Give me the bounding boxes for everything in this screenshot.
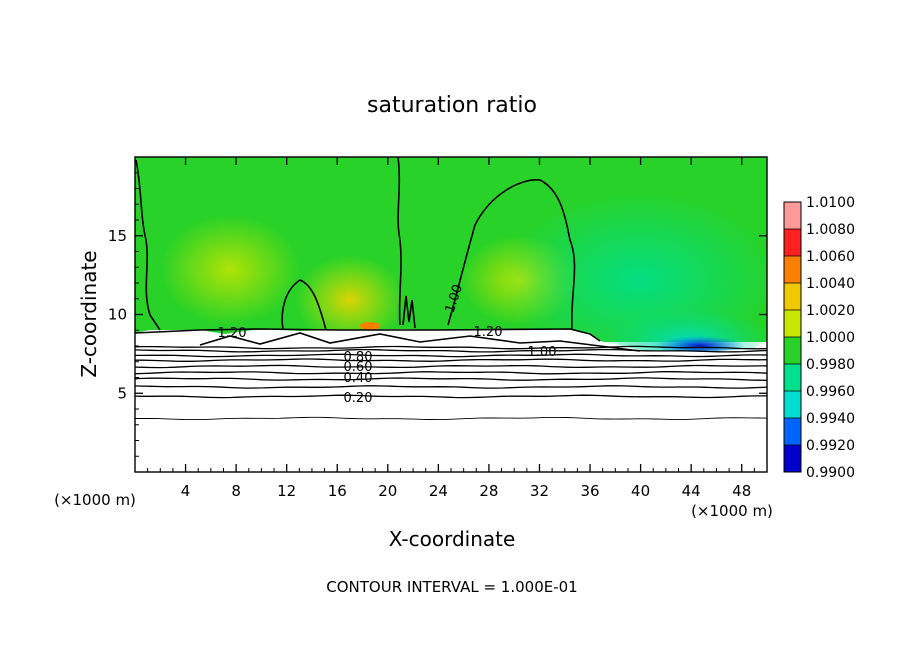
colorbar-swatch	[784, 391, 801, 418]
unsaturated-region	[135, 329, 767, 472]
contour-line	[135, 364, 767, 369]
y-tick-label: 5	[117, 384, 127, 402]
x-tick-label: 36	[580, 482, 599, 500]
colorbar-swatch	[784, 337, 801, 364]
colorbar-swatch	[784, 283, 801, 310]
colorbar-label: 0.9920	[806, 438, 855, 454]
contour-line	[281, 279, 327, 331]
colorbar-label: 0.9900	[806, 465, 855, 481]
contour-line	[135, 377, 767, 381]
peak-patch	[360, 322, 380, 330]
contour-label: 1.20	[218, 326, 247, 341]
y-tick-label: 10	[108, 306, 127, 324]
contour-line	[199, 332, 641, 352]
y-tick-label: 15	[108, 227, 127, 245]
colorbar-label: 0.9960	[806, 384, 855, 400]
contour-line	[135, 328, 601, 342]
moist-patch	[295, 255, 405, 345]
contour-label: 1.20	[474, 325, 503, 340]
contour-label: 0.60	[344, 360, 373, 375]
x-axis: 4 8 12 16 20 24 28 32 36 40 44 48	[147, 157, 755, 500]
contour-line	[135, 416, 767, 421]
contour-line	[402, 295, 416, 329]
x-tick-label: 48	[732, 482, 751, 500]
x-tick-label: 4	[181, 482, 191, 500]
x-tick-label: 20	[378, 482, 397, 500]
contour-line	[397, 157, 402, 326]
contour-line	[135, 358, 767, 362]
colorbar-swatch	[784, 418, 801, 445]
x-tick-label: 8	[231, 482, 241, 500]
colorbar: 1.0100 1.0080 1.0060 1.0040 1.0020 1.0000 0.99…	[783, 195, 855, 481]
contour-label: 1.00	[528, 345, 557, 360]
x-tick-label: 32	[530, 482, 549, 500]
driest-patch	[655, 334, 745, 354]
colorbar-swatch	[784, 310, 801, 337]
contour-label: 0.20	[344, 391, 373, 406]
colorbar-label: 1.0020	[806, 303, 855, 319]
contour-line	[135, 371, 767, 375]
contour-line	[135, 159, 161, 331]
moist-patch	[160, 215, 300, 325]
x-axis-label: X-coordinate	[389, 527, 516, 551]
y-axis-label: Z-coordinate	[77, 250, 101, 377]
colorbar-label: 1.0060	[806, 249, 855, 265]
x-tick-label: 12	[277, 482, 296, 500]
colorbar-swatch	[784, 256, 801, 283]
colorbar-label: 0.9980	[806, 357, 855, 373]
colorbar-label: 1.0100	[806, 195, 855, 211]
colorbar-swatch	[784, 445, 801, 472]
contour-line	[135, 394, 767, 399]
plot-area: 1.20 1.00 1.20 1.00 0.80 0.60 0.40 0.20	[135, 157, 767, 472]
colorbar-label: 0.9940	[806, 411, 855, 427]
contour-line	[135, 345, 767, 350]
colorbar-swatch	[784, 229, 801, 256]
contour-line	[447, 179, 576, 331]
x-unit-label: (×1000 m)	[54, 491, 136, 509]
colorbar-label: 1.0040	[806, 276, 855, 292]
x-tick-label: 40	[631, 482, 650, 500]
x-tick-label: 24	[429, 482, 448, 500]
x-tick-label: 28	[479, 482, 498, 500]
contour-line	[135, 353, 767, 358]
contour-line	[135, 385, 767, 389]
contour-line	[135, 348, 767, 353]
x-tick-label: 44	[682, 482, 701, 500]
colorbar-swatch	[784, 364, 801, 391]
colorbar-label: 1.0080	[806, 222, 855, 238]
contour-label: 0.80	[344, 350, 373, 365]
colorbar-label: 1.0000	[806, 330, 855, 346]
x-tick-label: 16	[328, 482, 347, 500]
contour-interval-note: CONTOUR INTERVAL = 1.000E-01	[326, 578, 577, 596]
contour-label: 0.40	[344, 371, 373, 386]
chart-title: saturation ratio	[367, 93, 537, 118]
y-axis: 5 10 15	[108, 172, 767, 457]
x-unit-label-right: (×1000 m)	[691, 502, 773, 520]
colorbar-swatch	[784, 202, 801, 229]
